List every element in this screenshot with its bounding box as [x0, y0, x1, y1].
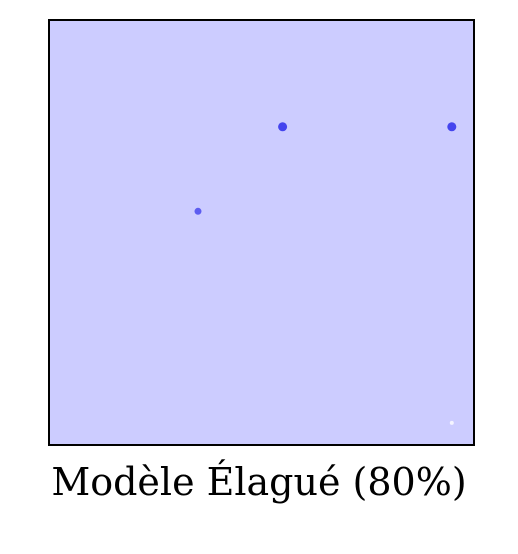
scatter-point-4: [449, 420, 454, 425]
plot-area: [48, 19, 475, 446]
scatter-point-2: [447, 122, 457, 132]
chart-title: Modèle Élagué (80%): [51, 460, 467, 504]
scatter-point-3: [194, 207, 202, 215]
scatter-point-1: [278, 122, 288, 132]
points-layer: [194, 122, 457, 425]
